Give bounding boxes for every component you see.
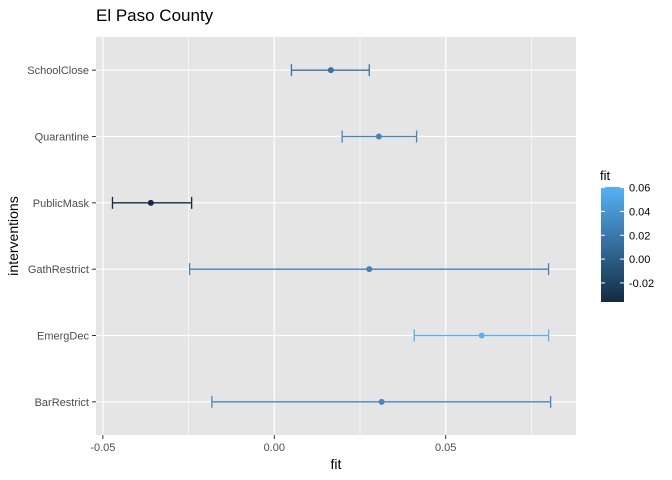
y-tick-label: PublicMask [33,198,90,210]
x-tick-label: -0.05 [90,442,115,454]
x-axis-title: fit [331,456,342,472]
points [147,67,485,405]
legend-tick-label: 0.02 [629,230,650,242]
point-SchoolClose [327,67,334,74]
grid-minor [188,37,532,435]
y-axis-title: interventions [5,196,21,275]
x-axis: -0.05 0.00 0.05 [90,435,456,454]
y-tick-label: GathRestrict [28,264,89,276]
y-tick-label: Quarantine [35,132,89,144]
y-axis: SchoolClose Quarantine PublicMask GathRestr… [27,65,96,409]
x-tick-label: 0.00 [264,442,285,454]
legend-tick-label: 0.06 [629,183,650,195]
legend: fit -0.02 0.00 0.02 0.04 0.06 [600,168,654,302]
legend-tick-label: -0.02 [629,278,654,290]
legend-title: fit [600,168,611,183]
legend-tick-label: 0.04 [629,206,650,218]
point-PublicMask [147,199,154,206]
legend-colorbar [601,187,624,302]
legend-tick-label: 0.00 [629,254,650,266]
plot-panel [96,37,576,435]
point-GathRestrict [366,266,373,273]
y-tick-label: BarRestrict [35,397,89,409]
chart-title: El Paso County [96,6,214,25]
y-tick-label: SchoolClose [27,65,89,77]
legend-ticks: -0.02 0.00 0.02 0.04 0.06 [601,183,654,290]
x-tick-label: 0.05 [435,442,456,454]
point-EmergDec [478,332,485,339]
y-tick-label: EmergDec [37,331,89,343]
point-Quarantine [375,133,382,140]
point-BarRestrict [378,398,385,405]
